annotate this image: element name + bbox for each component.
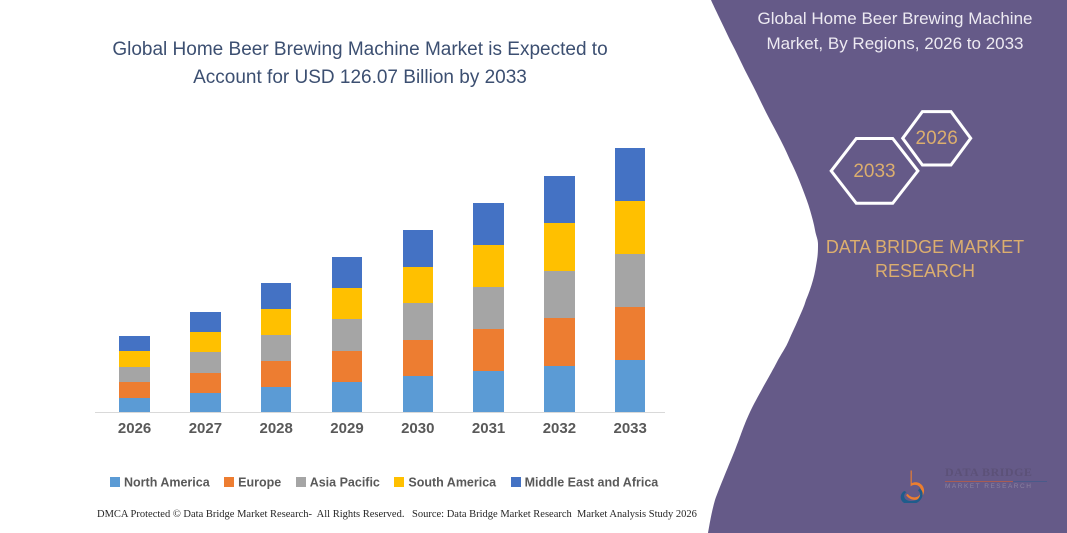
svg-text:2026: 2026 xyxy=(916,128,958,149)
svg-text:2033: 2033 xyxy=(853,161,895,182)
